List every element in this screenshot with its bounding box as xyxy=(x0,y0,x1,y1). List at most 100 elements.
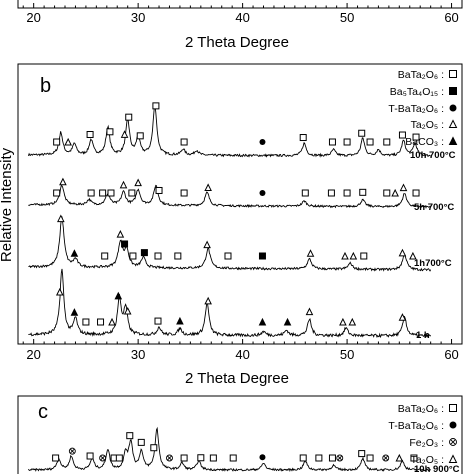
peak-marker-open-square xyxy=(180,454,188,462)
peak-marker-open-square xyxy=(360,252,368,260)
peak-marker-open-square xyxy=(154,252,162,260)
peak-marker-open-triangle xyxy=(108,317,116,326)
peak-marker-open-square xyxy=(53,138,61,146)
legend-marker-filled-square xyxy=(449,87,457,95)
peak-marker-open-triangle xyxy=(395,453,404,462)
peak-marker-circled-cross xyxy=(382,454,390,462)
peak-marker-open-square xyxy=(154,317,162,325)
peak-marker-open-triangle xyxy=(341,251,349,260)
legend-marker-open-triangle xyxy=(448,119,458,128)
peak-marker-open-square xyxy=(328,138,336,146)
peak-marker-open-triangle xyxy=(409,251,417,260)
peak-marker-open-square xyxy=(53,189,61,197)
x-tick-label: 40 xyxy=(235,347,249,362)
peak-marker-open-triangle xyxy=(59,177,67,186)
legend-marker-filled-triangle xyxy=(448,136,458,145)
peak-marker-open-triangle xyxy=(55,287,64,296)
peak-marker-open-square xyxy=(115,454,123,462)
panel-a-frame xyxy=(17,0,463,9)
panel-c-axes xyxy=(17,395,463,474)
peak-marker-open-square xyxy=(328,454,336,462)
peak-marker-open-square xyxy=(137,438,145,446)
panel-c-legend-entry: BaTa₂O₆ : xyxy=(398,403,457,415)
panel-c-legend-entry: Ta₂O₅ : xyxy=(411,454,458,466)
peak-marker-open-triangle xyxy=(134,178,142,187)
peak-marker-open-square xyxy=(150,444,158,452)
peak-marker-open-square xyxy=(86,131,94,139)
legend-marker-open-triangle xyxy=(448,454,458,463)
panel-c-frame xyxy=(17,395,463,474)
panel-b-y-axis-title: Relative Intensity xyxy=(0,147,15,262)
x-tick-label: 30 xyxy=(131,347,145,362)
panel-c-trace-0: 10h 900°C xyxy=(28,426,460,474)
panel-b-traces: 10h 700°C 5h 700°C 1h700°C 1 h xyxy=(27,102,456,341)
peak-marker-circled-cross xyxy=(68,447,76,455)
peak-marker-filled-triangle xyxy=(70,308,79,316)
peak-marker-filled-triangle xyxy=(283,317,292,326)
peak-marker-open-square xyxy=(343,189,351,197)
peak-marker-filled-circle xyxy=(259,190,266,196)
peak-marker-open-square xyxy=(128,189,136,197)
panel-b-x-axis-title: 2 Theta Degree xyxy=(185,370,289,387)
panel-b-legend-entry: Ba₅Ta₄O₁₅ : xyxy=(390,86,457,98)
panel-b-legend-entry: BaTa₂O₆ : xyxy=(398,69,457,81)
peak-marker-open-square xyxy=(366,138,374,146)
peak-marker-open-triangle xyxy=(64,137,72,146)
peak-marker-filled-square xyxy=(258,252,266,260)
peak-marker-open-square xyxy=(209,454,217,462)
peak-marker-open-square xyxy=(126,432,134,440)
legend-label: BaCO₃ : xyxy=(405,136,444,148)
peak-marker-open-square xyxy=(398,131,406,139)
peak-marker-filled-triangle xyxy=(258,317,267,326)
peak-marker-open-square xyxy=(152,102,160,110)
peak-marker-filled-triangle xyxy=(176,316,184,325)
peak-marker-open-square xyxy=(97,318,105,326)
legend-marker-open-square xyxy=(449,404,457,412)
x-tick-label: 50 xyxy=(340,10,354,25)
peak-marker-open-triangle xyxy=(305,307,314,316)
legend-label: Ta₂O₅ : xyxy=(411,119,444,131)
panel-b-letter: b xyxy=(40,75,51,97)
peak-marker-circled-cross xyxy=(166,454,173,462)
panel-b-legend-entry: Ta₂O₅ : xyxy=(411,119,458,131)
peak-marker-open-square xyxy=(358,450,366,458)
peak-marker-open-square xyxy=(229,454,237,462)
peak-marker-open-square xyxy=(299,454,307,462)
peak-marker-open-triangle xyxy=(349,251,358,260)
peak-marker-open-square xyxy=(301,189,309,197)
trace-label: 10h 700°C xyxy=(410,150,456,161)
legend-label: T-BaTa₂O₆ : xyxy=(388,103,444,115)
x-tick-label: 60 xyxy=(444,347,458,362)
legend-marker-filled-circle xyxy=(449,104,457,112)
peak-marker-open-square xyxy=(107,189,115,197)
x-tick-label: 20 xyxy=(26,347,40,362)
trace-label: 1h700°C xyxy=(414,258,452,269)
peak-marker-open-square xyxy=(366,454,374,462)
panel-c: c 10h 900°C BaTa₂O₆ : T-BaTa₂O₆ : Fe₂O₃ : T… xyxy=(17,395,463,474)
panel-b-x-ticks: 20 30 40 50 60 xyxy=(22,339,463,362)
peak-marker-open-square xyxy=(106,128,114,136)
peak-marker-open-square xyxy=(129,252,137,260)
peak-marker-open-square xyxy=(315,454,323,462)
peak-marker-open-square xyxy=(87,189,95,197)
peak-marker-filled-circle xyxy=(259,454,266,461)
panel-a-x-ticks: 20 30 40 50 60 xyxy=(22,3,463,25)
panel-a-x-axis-title: 2 Theta Degree xyxy=(185,34,289,51)
peak-marker-filled-triangle xyxy=(70,249,79,257)
panel-c-letter: c xyxy=(38,401,48,423)
peak-marker-open-square xyxy=(327,189,335,197)
peak-marker-open-triangle xyxy=(120,130,129,138)
peak-marker-circled-cross xyxy=(99,454,107,462)
peak-marker-open-triangle xyxy=(204,296,212,305)
panel-b-trace-0: 10h 700°C xyxy=(27,102,456,161)
x-tick-label: 30 xyxy=(131,10,145,25)
panel-b-legend: BaTa₂O₆ : Ba₅Ta₄O₁₅ : T-BaTa₂O₆ : Ta₂O₅ : Ba… xyxy=(388,69,458,148)
panel-b-frame xyxy=(17,63,463,345)
peak-marker-open-square xyxy=(101,252,109,260)
peak-marker-filled-square xyxy=(121,240,129,248)
trace-label: 5h 700°C xyxy=(414,202,454,213)
xrd-trace-line xyxy=(28,426,432,472)
x-tick-label: 20 xyxy=(26,10,40,25)
peak-marker-open-square xyxy=(136,132,144,140)
panel-b-trace-2: 1h700°C xyxy=(28,214,452,272)
